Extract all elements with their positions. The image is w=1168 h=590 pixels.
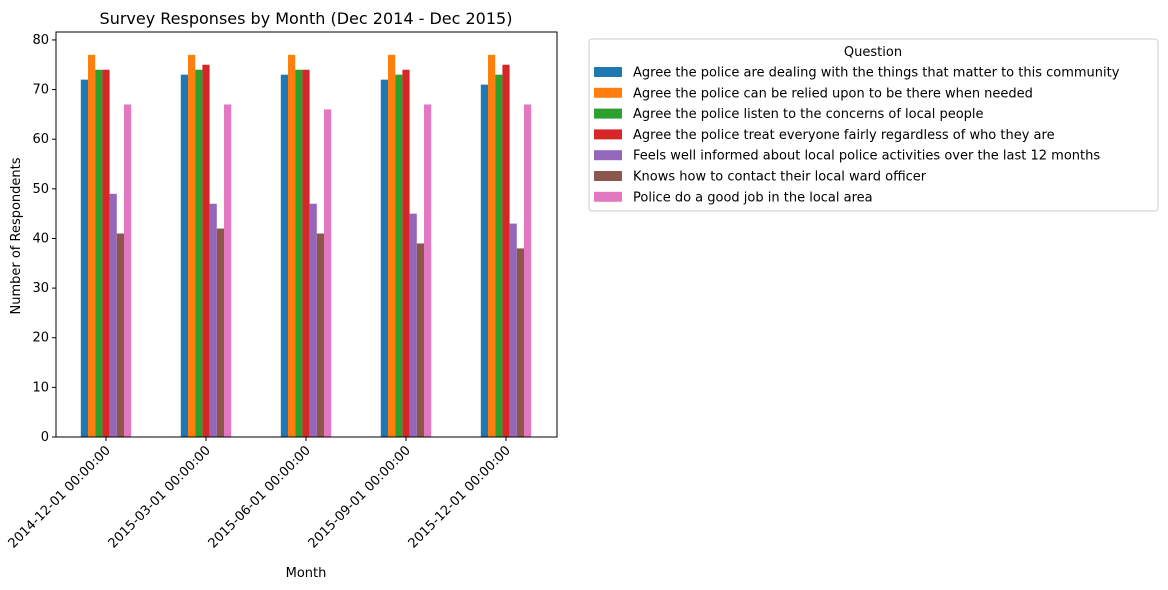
legend-title: Question bbox=[844, 45, 902, 60]
bar-1-5 bbox=[216, 228, 224, 437]
y-tick-label-4: 40 bbox=[32, 231, 49, 246]
plot-frame bbox=[55, 31, 558, 438]
bar-4-2 bbox=[495, 74, 503, 438]
bar-3-2 bbox=[395, 74, 403, 438]
bar-2-0 bbox=[280, 74, 288, 438]
x-tick-label-2: 2015-06-01 00:00:00 bbox=[206, 443, 314, 551]
bar-1-6 bbox=[224, 104, 232, 438]
y-axis-ticks: 0 10 20 30 40 50 60 70 80 bbox=[32, 33, 56, 445]
legend-swatch-3 bbox=[594, 129, 622, 140]
y-tick-label-5: 50 bbox=[32, 182, 49, 197]
y-axis-label: Number of Respondents bbox=[9, 157, 24, 314]
legend-swatch-5 bbox=[594, 171, 622, 181]
bar-0-3 bbox=[102, 69, 110, 437]
bar-0-6 bbox=[124, 104, 132, 438]
legend-frame bbox=[588, 38, 1159, 212]
bar-3-1 bbox=[388, 54, 396, 437]
x-tick-label-4: 2015-12-01 00:00:00 bbox=[406, 443, 514, 551]
bar-2-3 bbox=[302, 69, 310, 437]
y-tick-label-1: 10 bbox=[32, 380, 49, 395]
x-tick-label-0: 2014-12-01 00:00:00 bbox=[6, 443, 114, 551]
bar-4-4 bbox=[509, 223, 517, 437]
y-tick-label-6: 60 bbox=[32, 132, 49, 147]
bar-4-3 bbox=[502, 64, 510, 437]
bar-1-2 bbox=[195, 69, 203, 437]
legend-label-1: Agree the police can be relied upon to b… bbox=[633, 86, 1033, 101]
legend-swatch-1 bbox=[594, 87, 622, 98]
y-tick-label-3: 30 bbox=[32, 281, 49, 296]
bar-0-5 bbox=[116, 233, 124, 437]
legend: Question Agree the police are dealing wi… bbox=[588, 38, 1159, 212]
bar-2-4 bbox=[309, 203, 317, 437]
bar-4-1 bbox=[488, 54, 496, 437]
bar-0-2 bbox=[95, 69, 103, 437]
chart-title: Survey Responses by Month (Dec 2014 - De… bbox=[100, 9, 513, 28]
legend-swatch-6 bbox=[594, 191, 622, 202]
legend-swatch-0 bbox=[594, 67, 622, 77]
bar-4-5 bbox=[516, 248, 524, 437]
y-tick-label-8: 80 bbox=[32, 33, 49, 48]
bar-3-5 bbox=[416, 243, 424, 437]
bar-1-3 bbox=[202, 64, 210, 437]
bar-2-6 bbox=[324, 109, 332, 438]
x-axis-label: Month bbox=[286, 566, 327, 581]
bar-1-1 bbox=[188, 54, 196, 437]
bar-4-6 bbox=[524, 104, 532, 438]
bar-2-1 bbox=[288, 54, 296, 437]
bar-2-5 bbox=[316, 233, 324, 437]
legend-label-5: Knows how to contact their local ward of… bbox=[633, 170, 927, 185]
bar-0-4 bbox=[109, 193, 117, 437]
bar-0-1 bbox=[88, 54, 96, 437]
legend-label-2: Agree the police listen to the concerns … bbox=[633, 107, 984, 122]
legend-swatch-4 bbox=[594, 150, 622, 161]
bars-group bbox=[80, 54, 532, 438]
legend-label-3: Agree the police treat everyone fairly r… bbox=[633, 128, 1055, 143]
bar-0-0 bbox=[80, 79, 88, 438]
legend-label-6: Police do a good job in the local area bbox=[633, 190, 873, 205]
x-tick-label-3: 2015-09-01 00:00:00 bbox=[306, 443, 414, 551]
y-tick-label-2: 20 bbox=[32, 331, 49, 346]
bar-1-4 bbox=[209, 203, 217, 437]
x-tick-label-1: 2015-03-01 00:00:00 bbox=[106, 443, 214, 551]
legend-items: Agree the police are dealing with the th… bbox=[594, 66, 1120, 205]
bar-1-0 bbox=[180, 74, 188, 438]
bar-2-2 bbox=[295, 69, 303, 437]
legend-label-0: Agree the police are dealing with the th… bbox=[633, 66, 1120, 81]
bar-3-6 bbox=[424, 104, 432, 438]
y-tick-label-0: 0 bbox=[41, 430, 49, 445]
legend-label-4: Feels well informed about local police a… bbox=[633, 149, 1100, 164]
bar-3-0 bbox=[380, 79, 388, 438]
y-tick-label-7: 70 bbox=[32, 83, 49, 98]
bar-3-4 bbox=[409, 213, 417, 437]
bar-3-3 bbox=[402, 69, 410, 437]
bar-4-0 bbox=[480, 84, 488, 438]
legend-swatch-2 bbox=[594, 108, 622, 119]
